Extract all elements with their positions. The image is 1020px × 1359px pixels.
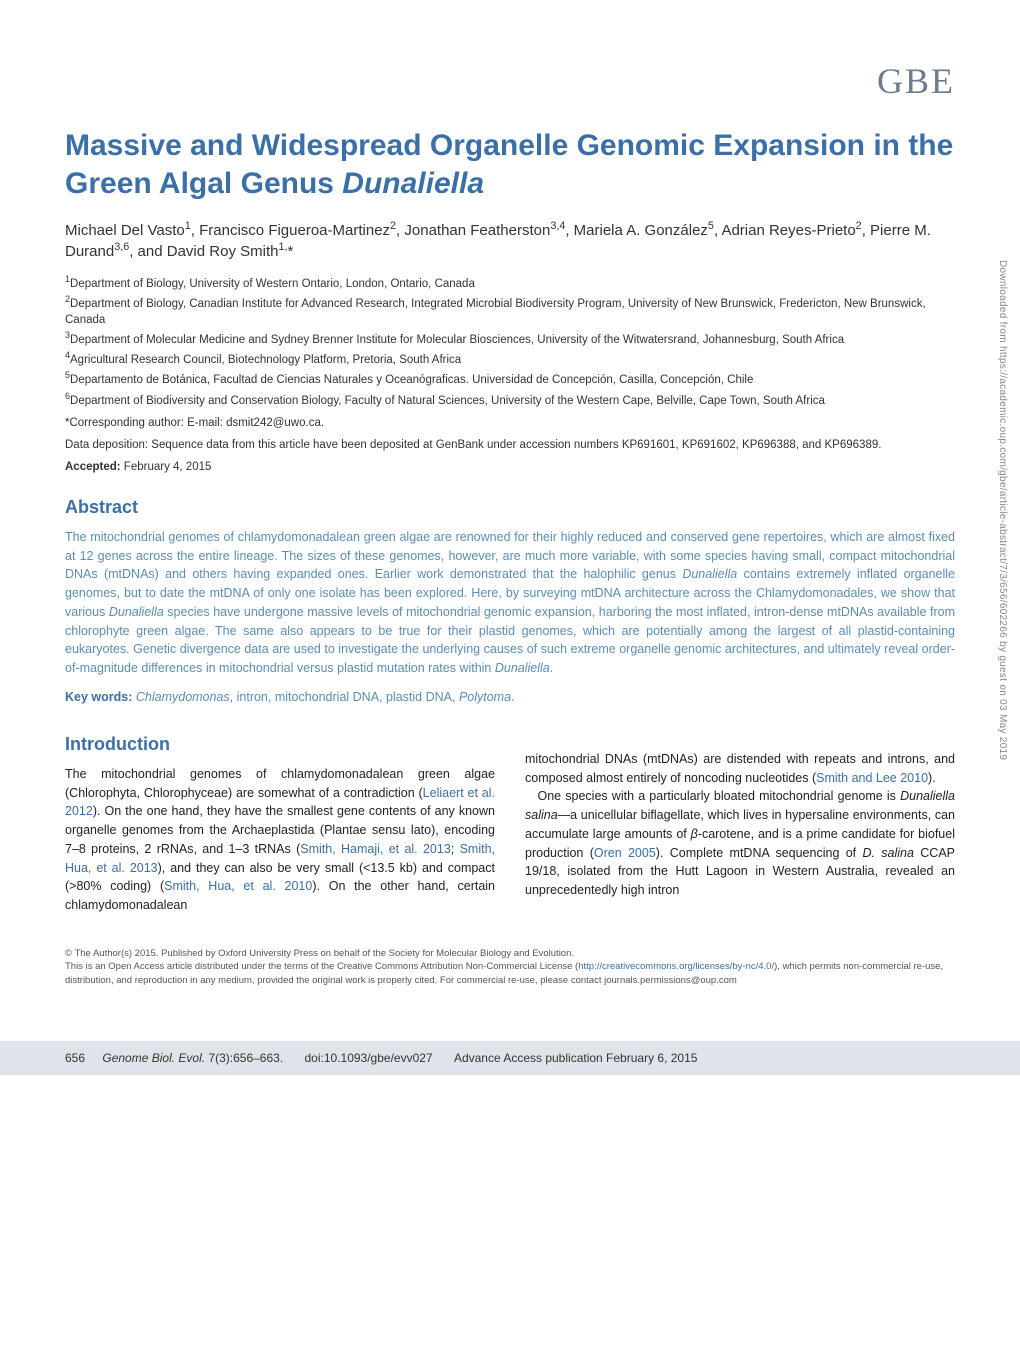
keywords-label: Key words: bbox=[65, 690, 132, 704]
right-column: mitochondrial DNAs (mtDNAs) are distende… bbox=[525, 712, 955, 915]
intro-col2-text: mitochondrial DNAs (mtDNAs) are distende… bbox=[525, 750, 955, 900]
accepted-date: Accepted: February 4, 2015 bbox=[65, 459, 955, 475]
abstract-body: The mitochondrial genomes of chlamydomon… bbox=[65, 528, 955, 678]
download-watermark: Downloaded from https://academic.oup.com… bbox=[997, 260, 1008, 760]
abstract-header: Abstract bbox=[65, 497, 955, 518]
affiliation: 6Department of Biodiversity and Conserva… bbox=[65, 393, 955, 409]
footer-issue: 7(3):656–663. bbox=[205, 1051, 283, 1065]
page-footer: 656 Genome Biol. Evol. 7(3):656–663. doi… bbox=[0, 1041, 1020, 1075]
affiliation: 2Department of Biology, Canadian Institu… bbox=[65, 296, 955, 328]
column-spacer bbox=[525, 712, 955, 750]
accepted-label: Accepted: bbox=[65, 461, 121, 473]
copyright-notice: © The Author(s) 2015. Published by Oxfor… bbox=[65, 939, 955, 987]
affiliation: 3Department of Molecular Medicine and Sy… bbox=[65, 332, 955, 348]
introduction-header: Introduction bbox=[65, 734, 495, 755]
affiliation: 1Department of Biology, University of We… bbox=[65, 276, 955, 292]
journal-logo: GBE bbox=[65, 60, 955, 102]
data-deposition: Data deposition: Sequence data from this… bbox=[65, 437, 955, 453]
footer-advance-access: Advance Access publication February 6, 2… bbox=[454, 1051, 697, 1065]
intro-col1-text: The mitochondrial genomes of chlamydomon… bbox=[65, 765, 495, 915]
keywords-text: Chlamydomonas, intron, mitochondrial DNA… bbox=[132, 690, 514, 704]
affiliations-block: 1Department of Biology, University of We… bbox=[65, 276, 955, 409]
accepted-value: February 4, 2015 bbox=[121, 461, 212, 473]
affiliation: 5Departamento de Botánica, Facultad de C… bbox=[65, 372, 955, 388]
page-content: GBE Massive and Widespread Organelle Gen… bbox=[0, 0, 1020, 1027]
corresponding-author: *Corresponding author: E-mail: dsmit242@… bbox=[65, 415, 955, 431]
title-text: Massive and Widespread Organelle Genomic… bbox=[65, 129, 953, 200]
affiliation: 4Agricultural Research Council, Biotechn… bbox=[65, 352, 955, 368]
left-column: Introduction The mitochondrial genomes o… bbox=[65, 712, 495, 915]
footer-doi: doi:10.1093/gbe/evv027 bbox=[305, 1051, 433, 1065]
footer-page-number: 656 bbox=[65, 1051, 85, 1065]
body-columns: Introduction The mitochondrial genomes o… bbox=[65, 712, 955, 915]
author-list: Michael Del Vasto1, Francisco Figueroa-M… bbox=[65, 220, 955, 262]
article-title: Massive and Widespread Organelle Genomic… bbox=[65, 127, 955, 202]
keywords-line: Key words: Chlamydomonas, intron, mitoch… bbox=[65, 690, 955, 704]
title-genus-italic: Dunaliella bbox=[342, 167, 484, 200]
footer-journal-name: Genome Biol. Evol. bbox=[102, 1051, 205, 1065]
